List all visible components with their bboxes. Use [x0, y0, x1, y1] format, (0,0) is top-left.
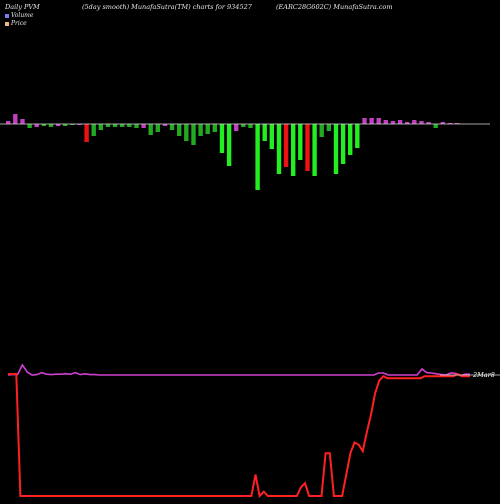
pvm-bar [70, 124, 75, 125]
pvm-bar [440, 122, 445, 124]
pvm-bar [177, 124, 182, 136]
pvm-bar [362, 118, 367, 124]
pvm-bar [319, 124, 324, 137]
legend-swatch-volume [5, 13, 9, 18]
pvm-bar [426, 122, 431, 124]
chart-title: (5day smooth) MunafaSutra(TM) charts for… [82, 3, 252, 11]
pvm-bar [127, 124, 132, 127]
pvm-bar [162, 124, 168, 126]
pvm-bar [219, 124, 225, 153]
price-axis-label: 2Mar8 [472, 371, 495, 379]
pvm-bar [98, 124, 103, 130]
pvm-bar [390, 121, 396, 124]
pvm-bar [447, 123, 453, 124]
pvm-bar [41, 124, 46, 126]
pvm-bar [405, 122, 410, 124]
pvm-bar [291, 124, 296, 176]
pvm-bar [376, 118, 381, 124]
pvm-bar [63, 124, 68, 126]
pvm-bar [6, 121, 11, 124]
pvm-bar [20, 119, 25, 124]
pvm-bar [454, 123, 460, 124]
pvm-bar [348, 124, 353, 155]
chart-label-left: Daily PVM [5, 3, 40, 11]
pvm-bar [13, 114, 18, 124]
legend-swatch-price [5, 21, 9, 26]
pvm-bar [148, 124, 153, 135]
volume-line [7, 363, 470, 377]
pvm-bar [326, 124, 331, 131]
pvm-bar [191, 124, 196, 145]
pvm-bar [397, 120, 403, 124]
pvm-bar [234, 124, 239, 131]
pvm-bar [105, 124, 111, 127]
legend-item-price: Price [5, 20, 27, 27]
legend-label-volume: Volume [11, 12, 34, 19]
pvm-bar [419, 121, 424, 124]
pvm-bar [112, 124, 118, 127]
pvm-bar [55, 124, 61, 126]
pvm-bar [412, 120, 417, 124]
legend-item-volume: Volume [5, 12, 33, 19]
pvm-bar [248, 124, 253, 128]
pvm-bar [255, 124, 260, 190]
pvm-bar [91, 124, 96, 136]
pvm-bar [433, 124, 438, 128]
pvm-bar [383, 120, 388, 124]
pvm-bar [184, 124, 189, 141]
pvm-bar [276, 124, 282, 174]
pvm-bar [48, 124, 54, 127]
pvm-bar [312, 124, 317, 176]
pvm-bar [212, 124, 217, 132]
pvm-bar [269, 124, 274, 149]
pvm-bar [298, 124, 303, 160]
pvm-bar [169, 124, 175, 130]
legend-label-price: Price [11, 20, 27, 27]
pvm-bar [141, 124, 146, 128]
pvm-bar [305, 124, 310, 171]
pvm-bar [226, 124, 232, 166]
pvm-bar [120, 124, 125, 127]
pvm-bar [283, 124, 289, 167]
pvm-bar [369, 118, 374, 124]
pvm-bar [84, 124, 89, 142]
pvm-bar [355, 124, 360, 148]
pvm-bar [134, 124, 139, 128]
pvm-bar [333, 124, 339, 174]
pvm-bar [241, 124, 246, 127]
pvm-bar [205, 124, 210, 134]
pvm-bar [34, 124, 39, 127]
pvm-bar [27, 124, 32, 128]
chart-source: (EARC28G602C) MunafaSutra.com [276, 3, 393, 11]
pvm-bar [198, 124, 203, 136]
pvm-bar [77, 124, 82, 125]
price-line [8, 372, 470, 499]
pvm-bar [262, 124, 267, 141]
pvm-bar [155, 124, 160, 132]
pvm-bar [340, 124, 346, 164]
